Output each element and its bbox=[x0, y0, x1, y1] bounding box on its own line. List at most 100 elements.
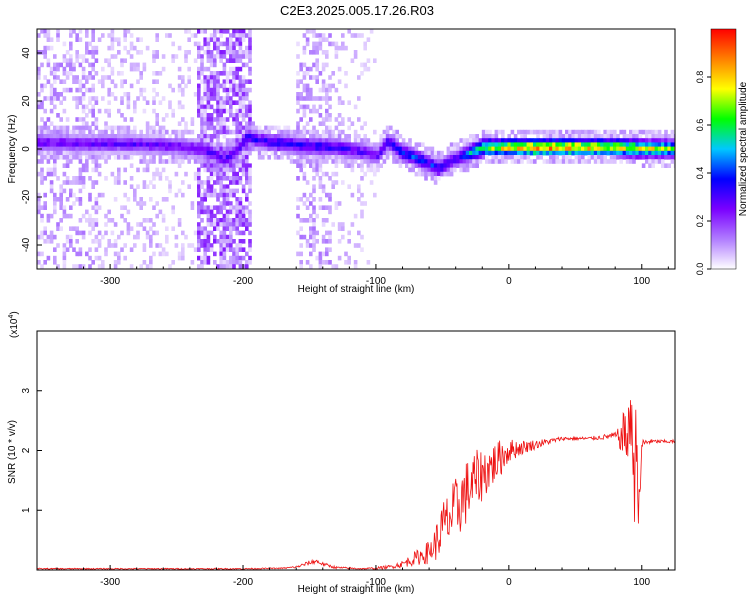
heatmap-cell bbox=[360, 71, 364, 76]
heatmap-cell bbox=[97, 79, 102, 84]
heatmap-cell bbox=[360, 138, 364, 143]
heatmap-cell bbox=[94, 201, 99, 206]
heatmap-cell bbox=[49, 45, 54, 51]
heatmap-cell bbox=[318, 184, 323, 189]
heatmap-cell bbox=[360, 125, 364, 131]
heatmap-cell bbox=[321, 62, 326, 68]
heatmap-cell bbox=[88, 197, 92, 202]
heatmap-cell bbox=[437, 167, 441, 173]
heatmap-cell bbox=[235, 205, 239, 210]
heatmap-cell bbox=[315, 146, 319, 152]
heatmap-cell bbox=[158, 138, 163, 143]
heatmap-cell bbox=[40, 87, 44, 93]
heatmap-cell bbox=[440, 150, 444, 156]
heatmap-cell bbox=[385, 129, 390, 135]
heatmap-cell bbox=[152, 142, 156, 147]
heatmap-cell bbox=[222, 150, 227, 156]
heatmap-cell bbox=[494, 142, 499, 147]
heatmap-cell bbox=[325, 113, 329, 118]
heatmap-cell bbox=[104, 222, 108, 227]
heatmap-cell bbox=[46, 37, 51, 42]
heatmap-cell bbox=[85, 125, 89, 131]
heatmap-cell bbox=[363, 66, 367, 72]
heatmap-cell bbox=[75, 239, 79, 244]
heatmap-cell bbox=[437, 155, 441, 160]
heatmap-cell bbox=[126, 100, 131, 105]
heatmap-cell bbox=[75, 180, 79, 185]
heatmap-cell bbox=[472, 150, 476, 156]
heatmap-cell bbox=[43, 29, 47, 34]
heatmap-cell bbox=[206, 104, 211, 110]
heatmap-cell bbox=[238, 264, 243, 269]
heatmap-cell bbox=[302, 125, 307, 131]
heatmap-cell bbox=[654, 142, 659, 147]
heatmap-cell bbox=[104, 146, 108, 152]
heatmap-cell bbox=[353, 129, 358, 135]
heatmap-cell bbox=[357, 243, 361, 248]
heatmap-cell bbox=[174, 54, 179, 59]
heatmap-cell bbox=[81, 184, 86, 189]
heatmap-cell bbox=[206, 92, 211, 97]
heatmap-cell bbox=[334, 138, 339, 143]
heatmap-cell bbox=[513, 142, 518, 147]
heatmap-cell bbox=[69, 142, 73, 147]
heatmap-cell bbox=[53, 167, 57, 173]
heatmap-cell bbox=[206, 239, 211, 244]
heatmap-cell bbox=[120, 100, 124, 105]
heatmap-cell bbox=[85, 45, 89, 51]
heatmap-cell bbox=[245, 163, 249, 168]
heatmap-cell bbox=[219, 71, 223, 76]
heatmap-cell bbox=[219, 159, 223, 164]
heatmap-cell bbox=[328, 142, 332, 147]
heatmap-cell bbox=[293, 146, 297, 152]
heatmap-cell bbox=[405, 163, 409, 168]
heatmap-cell bbox=[651, 163, 655, 168]
heatmap-cell bbox=[107, 138, 111, 143]
heatmap-cell bbox=[366, 150, 371, 156]
heatmap-cell bbox=[85, 163, 89, 168]
heatmap-cell bbox=[75, 150, 79, 156]
heatmap-cell bbox=[600, 134, 604, 139]
heatmap-cell bbox=[648, 134, 652, 139]
heatmap-cell bbox=[539, 146, 543, 152]
heatmap-cell bbox=[651, 155, 655, 160]
heatmap-cell bbox=[174, 234, 179, 240]
heatmap-cell bbox=[267, 125, 271, 131]
heatmap-cell bbox=[510, 138, 515, 143]
heatmap-cell bbox=[344, 45, 348, 51]
heatmap-cell bbox=[321, 146, 326, 152]
heatmap-cell bbox=[107, 75, 111, 80]
heatmap-cell bbox=[321, 121, 326, 126]
heatmap-cell bbox=[456, 163, 460, 168]
heatmap-cell bbox=[203, 255, 207, 261]
heatmap-cell bbox=[353, 155, 358, 160]
heatmap-cell bbox=[286, 155, 291, 160]
heatmap-cell bbox=[158, 171, 163, 177]
heatmap-cell bbox=[248, 54, 252, 59]
heatmap-cell bbox=[113, 83, 118, 89]
heatmap-cell bbox=[568, 142, 572, 147]
heatmap-cell bbox=[549, 155, 553, 160]
heatmap-cell bbox=[449, 150, 454, 156]
heatmap-cell bbox=[398, 155, 403, 160]
heatmap-cell bbox=[158, 142, 163, 147]
heatmap-cell bbox=[254, 134, 259, 139]
heatmap-cell bbox=[155, 92, 159, 97]
heatmap-cell bbox=[245, 45, 249, 51]
heatmap-cell bbox=[513, 138, 518, 143]
heatmap-cell bbox=[299, 117, 303, 122]
heatmap-cell bbox=[94, 138, 99, 143]
spectrogram-y-label: Frequency (Hz) bbox=[7, 115, 18, 184]
heatmap-cell bbox=[209, 171, 214, 177]
heatmap-cell bbox=[49, 150, 54, 156]
heatmap-cell bbox=[318, 167, 323, 173]
heatmap-cell bbox=[232, 239, 236, 244]
heatmap-cell bbox=[197, 150, 201, 156]
heatmap-cell bbox=[501, 155, 505, 160]
heatmap-cell bbox=[81, 138, 86, 143]
heatmap-cell bbox=[193, 171, 198, 177]
heatmap-cell bbox=[529, 150, 534, 156]
heatmap-cell bbox=[101, 146, 105, 152]
heatmap-cell bbox=[200, 134, 204, 139]
heatmap-cell bbox=[203, 134, 207, 139]
